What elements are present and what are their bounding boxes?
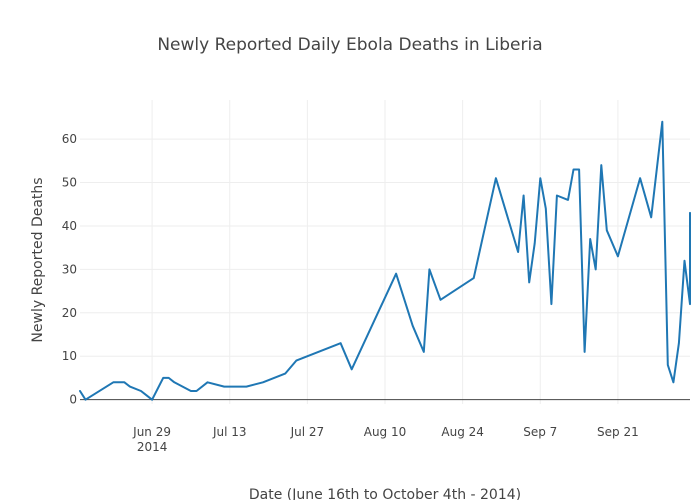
y-tick-label: 50 <box>62 176 77 190</box>
x-tick-label: Aug 24 <box>441 425 484 439</box>
x-tick-label: Jul 27 <box>290 425 325 439</box>
y-axis-title: Newly Reported Deaths <box>30 177 46 342</box>
x-tick-sublabel: 2014 <box>137 440 168 454</box>
y-tick-label: 10 <box>62 349 77 363</box>
x-tick-label: Jun 29 <box>132 425 171 439</box>
x-tick-label: Jul 13 <box>212 425 247 439</box>
x-tick-label: Sep 21 <box>597 425 639 439</box>
chart-title: Newly Reported Daily Ebola Deaths in Lib… <box>157 35 542 55</box>
y-tick-label: 40 <box>62 219 77 233</box>
grid-layer <box>80 100 690 404</box>
y-tick-label: 20 <box>62 306 77 320</box>
x-tick-label: Aug 10 <box>364 425 407 439</box>
x-tick-label: Sep 7 <box>523 425 557 439</box>
y-tick-label: 30 <box>62 262 77 276</box>
y-tick-label: 60 <box>62 132 77 146</box>
y-tick-label: 0 <box>69 393 77 407</box>
series-line <box>79 120 691 401</box>
series-layer <box>79 120 691 401</box>
x-axis-title: Date (June 16th to October 4th - 2014) <box>249 487 521 500</box>
